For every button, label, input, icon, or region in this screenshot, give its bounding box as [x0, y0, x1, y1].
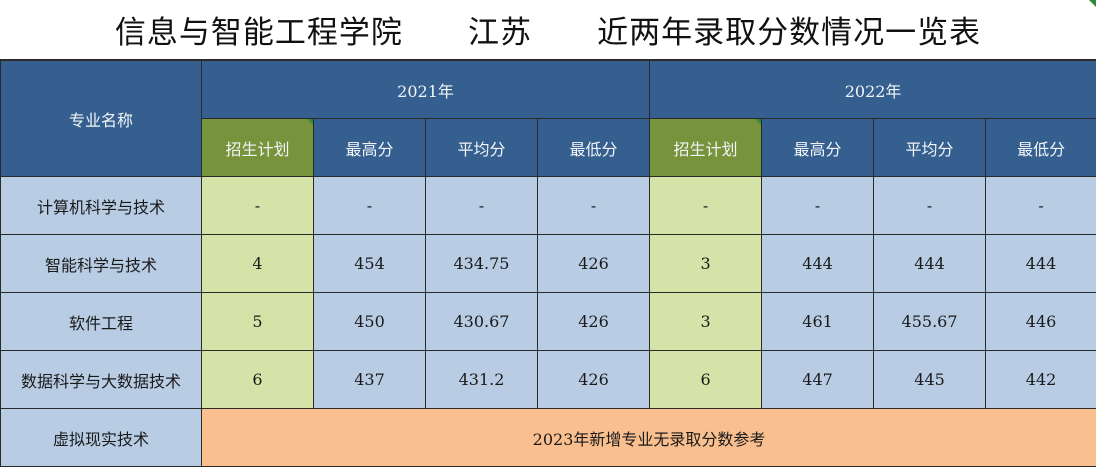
header-2022-plan[interactable]: 招生计划: [650, 119, 762, 177]
major-cell[interactable]: 数据科学与大数据技术: [1, 351, 202, 409]
min-cell[interactable]: 442: [986, 351, 1096, 409]
avg-cell[interactable]: 445: [874, 351, 986, 409]
min-cell[interactable]: 444: [986, 235, 1096, 293]
plan-cell[interactable]: 3: [650, 235, 762, 293]
header-major[interactable]: 专业名称: [1, 61, 202, 177]
header-row-years: 专业名称 2021年 2022年: [1, 61, 1096, 119]
header-2021-min[interactable]: 最低分: [538, 119, 650, 177]
max-cell[interactable]: 454: [314, 235, 426, 293]
header-2021-avg[interactable]: 平均分: [426, 119, 538, 177]
cell-marker-icon: [307, 119, 313, 125]
max-cell[interactable]: 437: [314, 351, 426, 409]
avg-cell[interactable]: 434.75: [426, 235, 538, 293]
max-cell[interactable]: -: [314, 177, 426, 235]
avg-cell[interactable]: 430.67: [426, 293, 538, 351]
plan-cell[interactable]: 6: [202, 351, 314, 409]
avg-cell[interactable]: 431.2: [426, 351, 538, 409]
header-label: 招生计划: [225, 140, 289, 159]
header-2021-max[interactable]: 最高分: [314, 119, 426, 177]
major-cell[interactable]: 虚拟现实技术: [1, 409, 202, 467]
avg-cell[interactable]: -: [426, 177, 538, 235]
min-cell[interactable]: 426: [538, 351, 650, 409]
plan-cell[interactable]: -: [650, 177, 762, 235]
min-cell[interactable]: 426: [538, 235, 650, 293]
cell-marker-icon: [1089, 0, 1096, 7]
min-cell[interactable]: 446: [986, 293, 1096, 351]
avg-cell[interactable]: 455.67: [874, 293, 986, 351]
plan-cell[interactable]: 6: [650, 351, 762, 409]
max-cell[interactable]: 461: [762, 293, 874, 351]
max-cell[interactable]: 444: [762, 235, 874, 293]
min-cell[interactable]: -: [538, 177, 650, 235]
min-cell[interactable]: -: [986, 177, 1096, 235]
admission-table: 专业名称 2021年 2022年 招生计划 最高分 平均分 最低分 招生计划 最…: [0, 60, 1096, 467]
header-year-2021[interactable]: 2021年: [202, 61, 650, 119]
table-row: 软件工程 5 450 430.67 426 3 461 455.67 446: [1, 293, 1096, 351]
plan-cell[interactable]: 4: [202, 235, 314, 293]
header-label: 招生计划: [674, 140, 738, 159]
cell-marker-icon: [755, 119, 761, 125]
sheet-title: 信息与智能工程学院 江苏 近两年录取分数情况一览表: [115, 7, 981, 52]
major-cell[interactable]: 软件工程: [1, 293, 202, 351]
major-cell[interactable]: 计算机科学与技术: [1, 177, 202, 235]
avg-cell[interactable]: 444: [874, 235, 986, 293]
header-2021-plan[interactable]: 招生计划: [202, 119, 314, 177]
plan-cell[interactable]: 5: [202, 293, 314, 351]
max-cell[interactable]: -: [762, 177, 874, 235]
note-cell[interactable]: 2023年新增专业无录取分数参考: [202, 409, 1096, 467]
header-2022-avg[interactable]: 平均分: [874, 119, 986, 177]
table-row: 智能科学与技术 4 454 434.75 426 3 444 444 444: [1, 235, 1096, 293]
max-cell[interactable]: 447: [762, 351, 874, 409]
header-2022-max[interactable]: 最高分: [762, 119, 874, 177]
major-cell[interactable]: 智能科学与技术: [1, 235, 202, 293]
plan-cell[interactable]: -: [202, 177, 314, 235]
title-bar: 信息与智能工程学院 江苏 近两年录取分数情况一览表: [0, 0, 1096, 60]
min-cell[interactable]: 426: [538, 293, 650, 351]
plan-cell[interactable]: 3: [650, 293, 762, 351]
max-cell[interactable]: 450: [314, 293, 426, 351]
table-row-new-major: 虚拟现实技术 2023年新增专业无录取分数参考: [1, 409, 1096, 467]
header-year-2022[interactable]: 2022年: [650, 61, 1096, 119]
table-row: 数据科学与大数据技术 6 437 431.2 426 6 447 445 442: [1, 351, 1096, 409]
header-2022-min[interactable]: 最低分: [986, 119, 1096, 177]
table-row: 计算机科学与技术 - - - - - - - -: [1, 177, 1096, 235]
avg-cell[interactable]: -: [874, 177, 986, 235]
